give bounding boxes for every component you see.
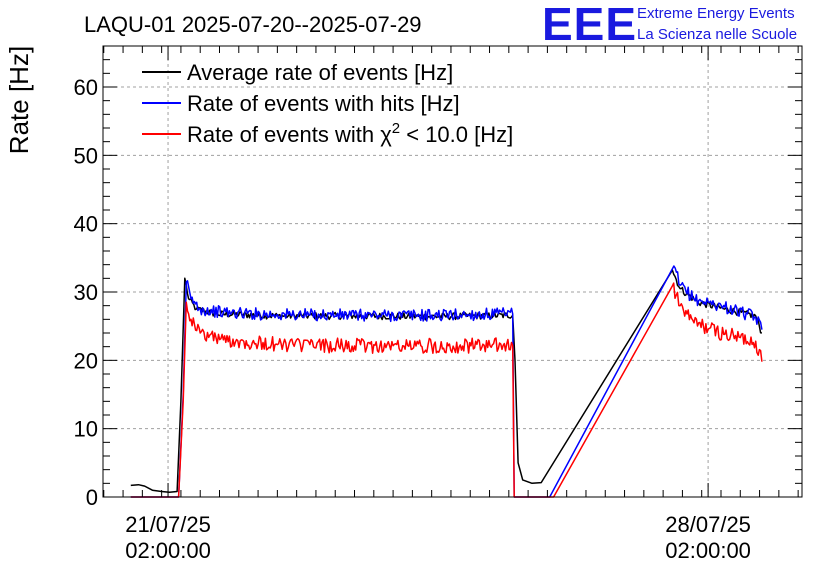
chart-title: LAQU-01 2025-07-20--2025-07-29: [84, 12, 422, 37]
y-tick-label: 60: [74, 75, 98, 100]
y-tick-label: 50: [74, 143, 98, 168]
legend-item-chi2: Rate of events with χ2 < 10.0 [Hz]: [142, 120, 513, 147]
legend-chi2-prefix: Rate of events with: [187, 122, 380, 147]
legend-label-average: Average rate of events [Hz]: [187, 60, 453, 85]
logo-mark: EEE: [542, 0, 637, 50]
logo-line-2: La Scienza nelle Scuole: [637, 26, 797, 43]
legend-label-chi2: Rate of events with χ2 < 10.0 [Hz]: [187, 120, 513, 147]
x-tick-label-date: 28/07/25: [665, 512, 751, 537]
legend-label-hits: Rate of events with hits [Hz]: [187, 91, 460, 116]
legend-item-hits: Rate of events with hits [Hz]: [142, 91, 460, 116]
axis-ticks: [103, 45, 802, 498]
series-line-2: [130, 282, 763, 498]
y-tick-label: 10: [74, 417, 98, 442]
series-line-1: [130, 265, 763, 498]
legend-chi2-suffix: < 10.0 [Hz]: [400, 122, 513, 147]
legend-chi2-superscript: 2: [392, 120, 400, 137]
y-tick-label: 0: [86, 485, 98, 510]
x-tick-label-time: 02:00:00: [665, 538, 751, 563]
series-lines: [130, 265, 763, 498]
plot-frame: [102, 45, 803, 498]
eee-logo: EEE Extreme Energy Events La Scienza nel…: [542, 0, 797, 50]
x-tick-label-date: 21/07/25: [125, 512, 211, 537]
y-tick-label: 30: [74, 280, 98, 305]
legend-item-average: Average rate of events [Hz]: [142, 60, 453, 85]
legend: Average rate of events [Hz] Rate of even…: [142, 60, 513, 147]
y-tick-label: 40: [74, 212, 98, 237]
tick-labels: 010203040506021/07/2502:00:0028/07/2502:…: [74, 75, 751, 563]
y-axis-label: Rate [Hz]: [4, 46, 34, 154]
y-tick-label: 20: [74, 348, 98, 373]
logo-line-1: Extreme Energy Events: [637, 5, 795, 22]
x-tick-label-time: 02:00:00: [125, 538, 211, 563]
grid-lines: [103, 46, 802, 497]
legend-chi2-symbol: χ: [380, 122, 392, 147]
